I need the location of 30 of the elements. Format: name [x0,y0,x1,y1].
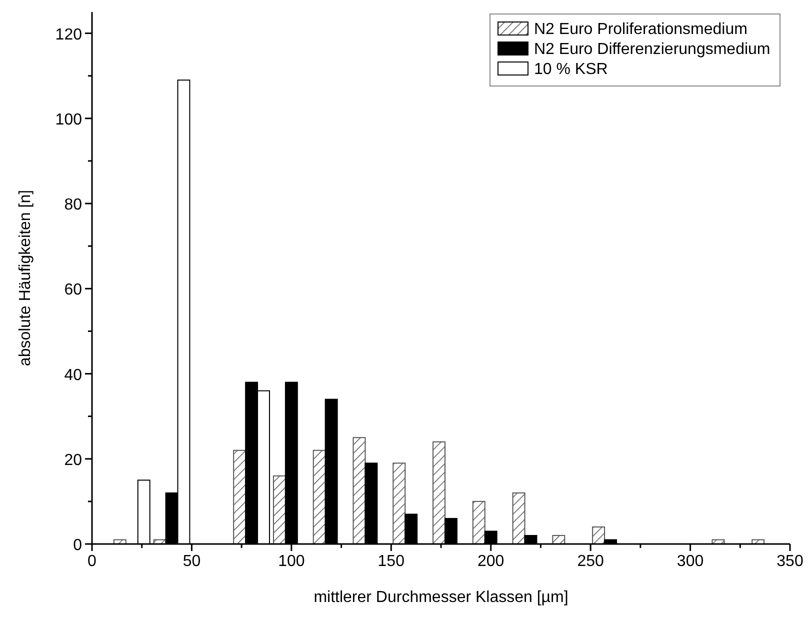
x-tick-label: 350 [776,553,804,570]
y-tick-label: 100 [55,111,82,128]
y-tick-label: 20 [64,452,82,469]
bar [272,475,286,544]
y-tick-label: 120 [55,26,82,44]
bar [592,526,606,544]
legend-label: N2 Euro Differenzierungsmedium [534,41,770,58]
bar [512,492,526,544]
bar [432,441,446,544]
y-tick-label: 40 [64,366,82,384]
legend-label: 10 % KSR [534,61,608,78]
x-axis-title: mittlerer Durchmesser Klassen [µm] [314,589,568,606]
x-tick-label: 150 [378,553,405,570]
bar [312,450,326,544]
bar [352,437,366,544]
bar [472,500,486,544]
y-axis-title: absolute Häufigkeiten [n] [17,190,34,366]
bar [233,450,246,544]
bar [552,534,566,544]
x-tick-label: 200 [478,553,504,570]
x-tick-label: 0 [88,553,97,570]
y-tick-label: 0 [73,537,82,554]
x-tick-label: 50 [182,553,201,570]
x-tick-label: 100 [278,553,305,570]
bar [392,462,406,544]
legend-label: N2 Euro Proliferationsmedium [534,21,748,38]
y-tick-label: 80 [64,196,82,214]
y-tick-label: 60 [64,282,82,299]
x-tick-label: 300 [676,553,704,570]
x-tick-label: 250 [577,553,604,570]
